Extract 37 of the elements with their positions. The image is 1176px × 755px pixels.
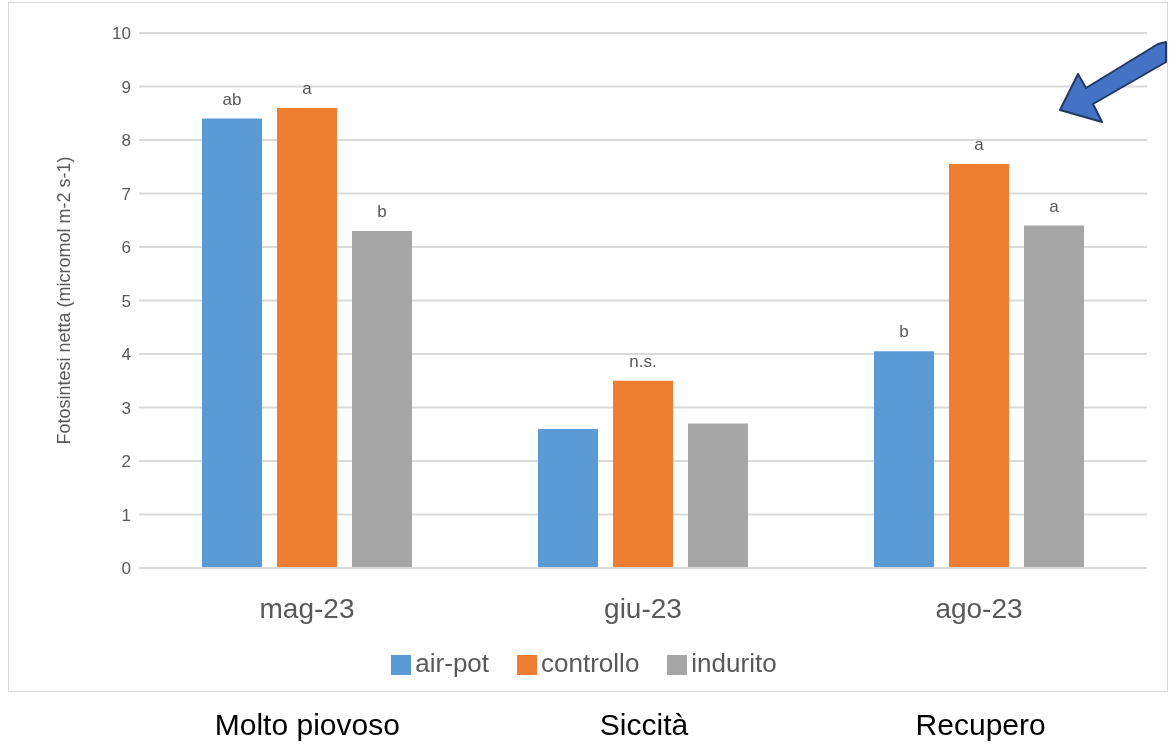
text: Molto piovoso: [213, 708, 401, 742]
bar: [874, 351, 934, 568]
y-tick-label: 5: [121, 291, 131, 311]
data-label: ab: [222, 89, 242, 109]
y-tick-label: 6: [121, 238, 131, 258]
bar: [277, 107, 337, 568]
y-tick-label: 3: [121, 398, 131, 418]
y-tick-label: 1: [121, 505, 131, 525]
bar: [1024, 225, 1084, 568]
y-tick-label: 0: [121, 559, 131, 579]
y-axis-title: Fotosintesi netta (micromol m-2 s-1): [54, 156, 75, 445]
y-tick-label: 4: [121, 345, 131, 365]
y-tick-label: 2: [121, 452, 131, 472]
data-label: b: [899, 322, 909, 342]
legend-label: controllo: [541, 648, 640, 678]
text: Siccità: [598, 708, 690, 742]
bar: [202, 118, 262, 568]
y-tick-label: 10: [112, 24, 131, 44]
y-tick-label: 8: [121, 131, 131, 151]
legend-label: air-pot: [415, 648, 490, 678]
text: Recupero: [914, 708, 1047, 742]
bar: [949, 164, 1009, 568]
data-label: a: [974, 135, 985, 155]
data-label: a: [1049, 196, 1060, 216]
data-label: a: [302, 78, 313, 98]
y-tick-label: 9: [121, 77, 131, 97]
y-tick-label: 7: [121, 184, 131, 204]
data-label: n.s.: [629, 351, 657, 371]
x-tick-label: giu-23: [604, 592, 682, 624]
x-tick-label: mag-23: [259, 592, 355, 624]
legend-label: indurito: [691, 648, 777, 678]
bar: [688, 423, 748, 568]
x-tick-label: ago-23: [935, 592, 1023, 624]
bar: [538, 428, 598, 568]
data-label: b: [377, 201, 387, 221]
bar: [613, 380, 673, 568]
bar: [352, 230, 412, 568]
